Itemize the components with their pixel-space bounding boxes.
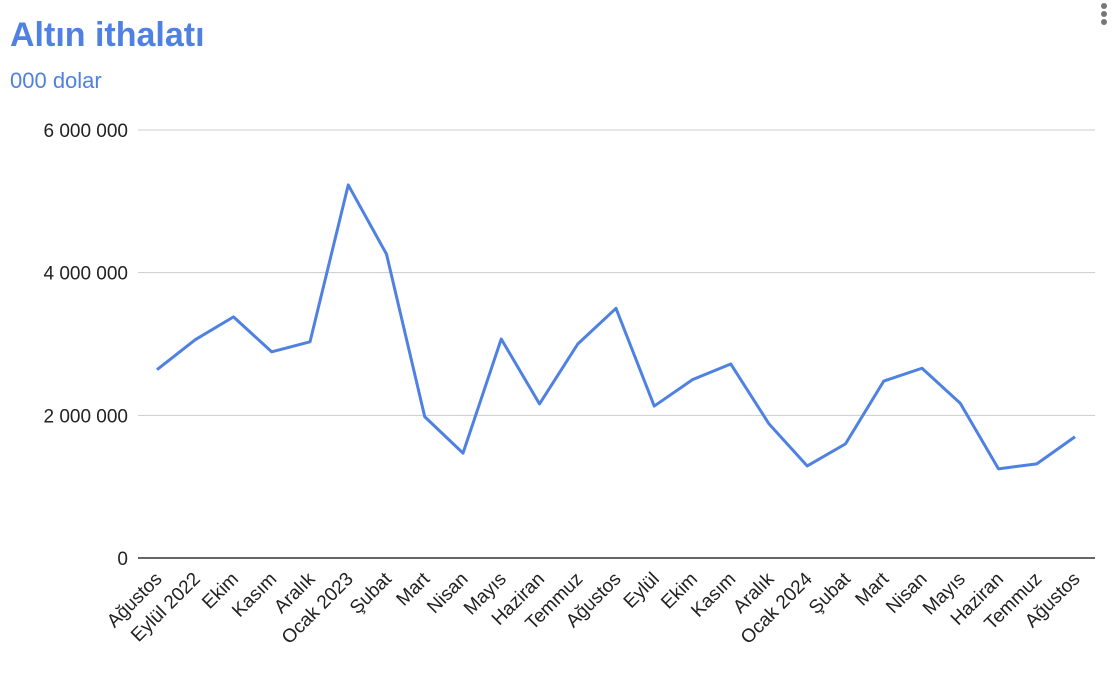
x-tick-label: Şubat	[805, 568, 855, 618]
x-tick-label: Eylül	[620, 569, 664, 613]
y-tick-label: 0	[117, 549, 128, 570]
chart-subtitle: 000 dolar	[10, 68, 102, 93]
x-tick-label: Kasım	[687, 569, 740, 622]
line-series	[156, 183, 1076, 471]
x-tick-label: Kasım	[228, 569, 281, 622]
y-tick-label: 2 000 000	[43, 406, 128, 427]
chart-title: Altın ithalatı	[10, 16, 205, 54]
menu-icon[interactable]	[1101, 3, 1107, 25]
x-tick-label: Şubat	[346, 568, 396, 618]
y-tick-label: 6 000 000	[43, 121, 128, 142]
y-tick-label: 4 000 000	[43, 264, 128, 285]
